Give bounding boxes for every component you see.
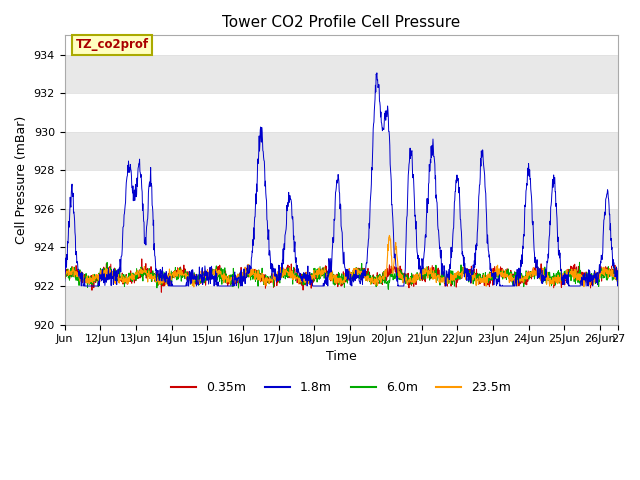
Text: TZ_co2prof: TZ_co2prof [76, 38, 149, 51]
Bar [65, 209, 618, 247]
Title: Tower CO2 Profile Cell Pressure: Tower CO2 Profile Cell Pressure [222, 15, 460, 30]
Bar [65, 132, 618, 170]
Bar [65, 55, 618, 93]
Y-axis label: Cell Pressure (mBar): Cell Pressure (mBar) [15, 116, 28, 244]
Bar [65, 286, 618, 324]
Legend: 0.35m, 1.8m, 6.0m, 23.5m: 0.35m, 1.8m, 6.0m, 23.5m [166, 376, 516, 399]
X-axis label: Time: Time [326, 350, 356, 363]
